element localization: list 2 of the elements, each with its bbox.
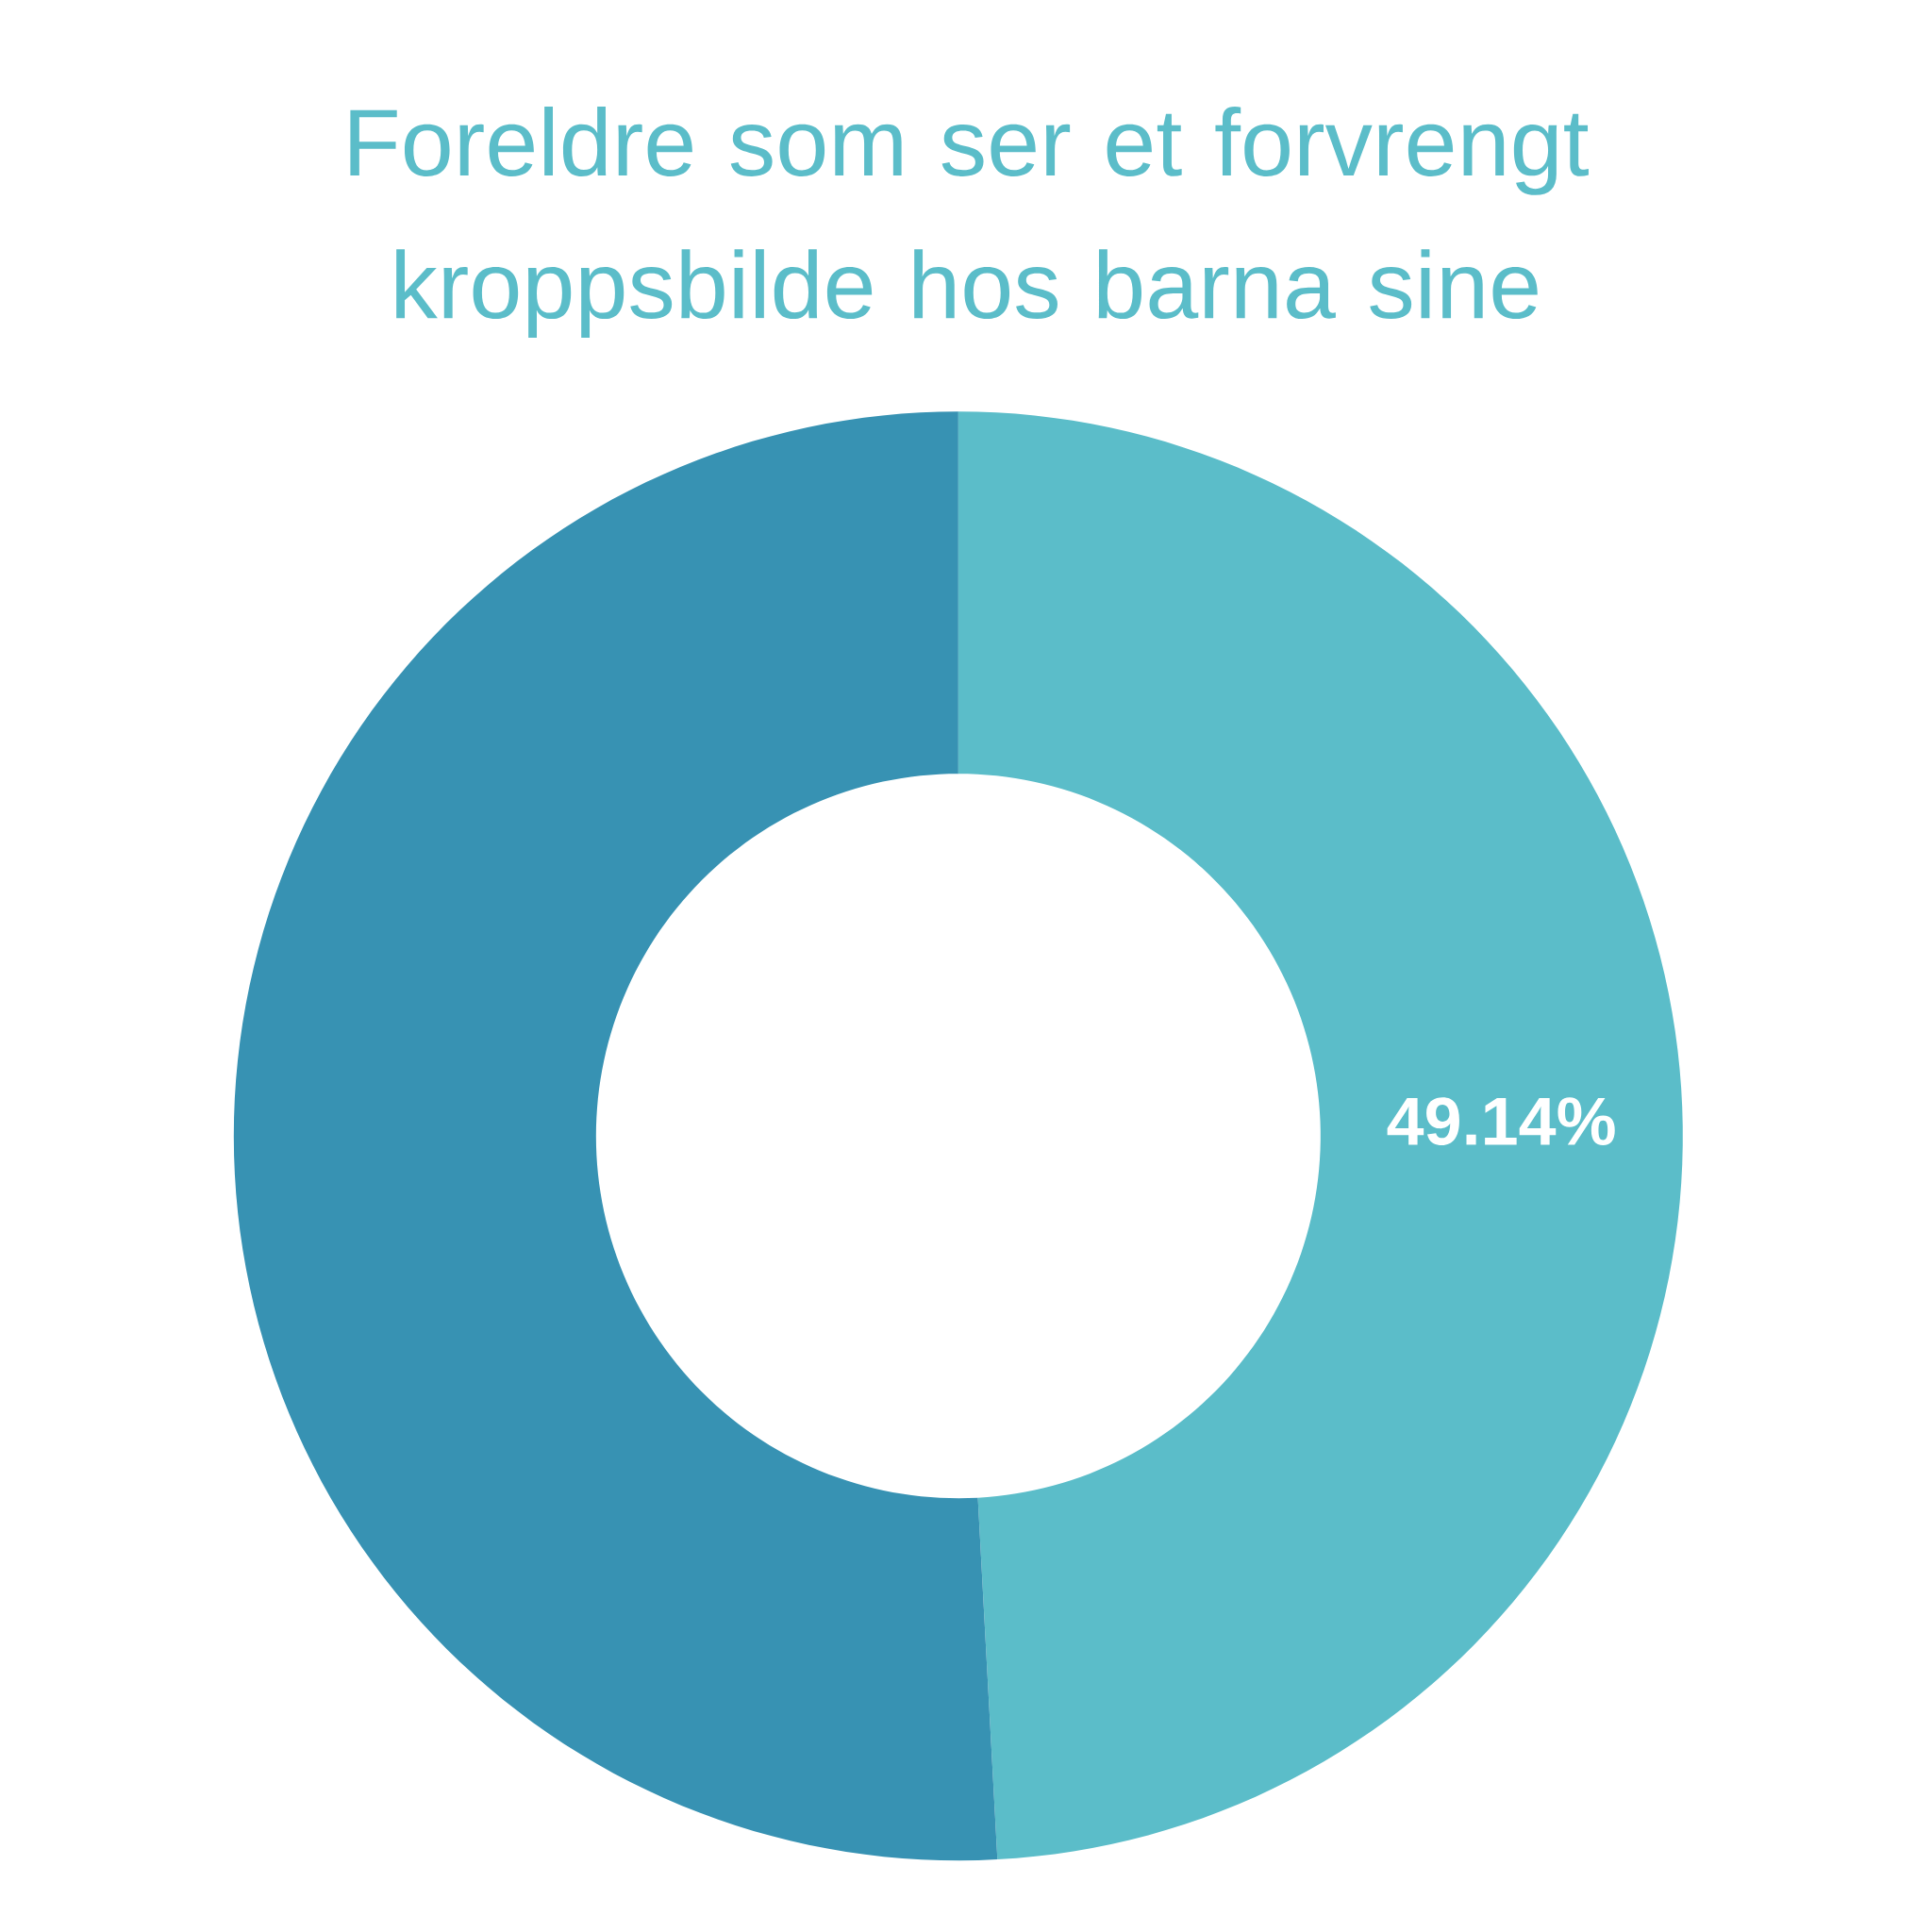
chart-title: Foreldre som ser et forvrengt kroppsbilde hos barna sine (350, 106, 1589, 339)
data-label: 49.14% (1387, 1097, 1615, 1146)
